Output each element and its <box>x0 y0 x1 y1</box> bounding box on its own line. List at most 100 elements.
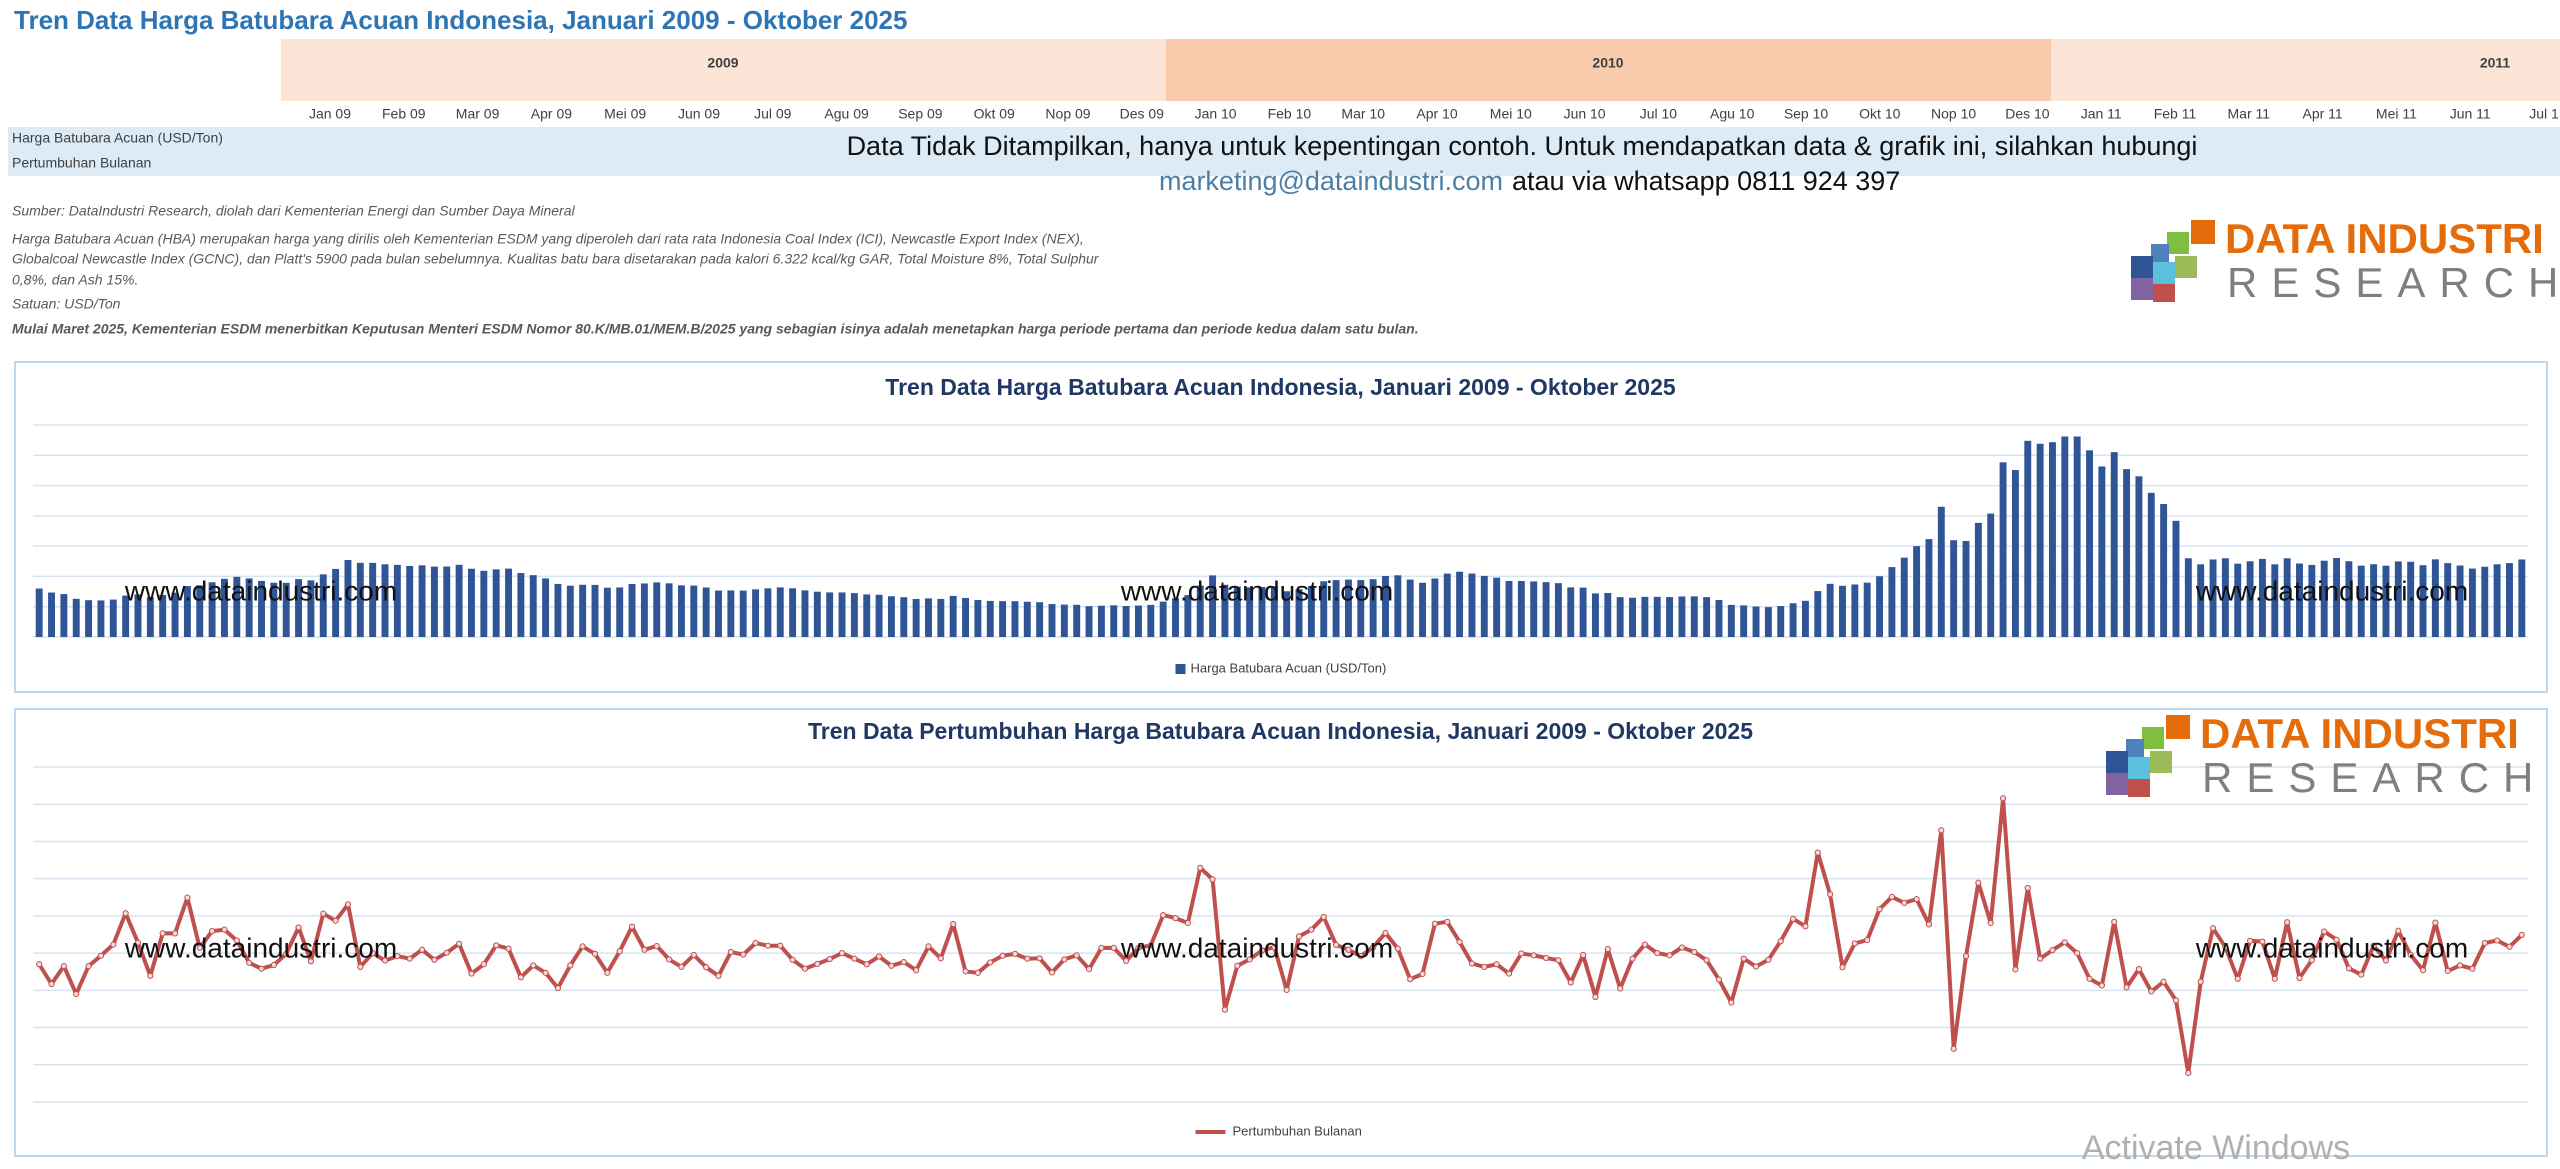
bar <box>1863 582 1871 637</box>
bar <box>1344 579 1352 637</box>
bar <box>1616 597 1624 637</box>
point <box>1419 970 1426 978</box>
bar <box>1382 576 1389 637</box>
bar <box>430 566 438 637</box>
bar <box>159 594 167 637</box>
bar <box>1727 604 1735 637</box>
bar <box>764 588 772 637</box>
bar <box>962 597 969 637</box>
bar <box>1011 601 1019 637</box>
bar <box>233 576 241 637</box>
bar <box>1307 586 1315 637</box>
bar <box>2073 436 2081 637</box>
point <box>690 951 697 959</box>
bar <box>208 582 216 637</box>
bar <box>2382 565 2390 637</box>
bar <box>653 582 661 637</box>
point <box>628 923 636 930</box>
watermark: www.dataindustri.com <box>124 575 397 606</box>
bar <box>1505 580 1513 637</box>
point <box>727 948 734 956</box>
bar <box>183 586 191 637</box>
point <box>171 930 179 937</box>
bar <box>715 590 722 637</box>
bar <box>2147 492 2155 637</box>
point <box>320 910 327 917</box>
bar <box>2135 476 2143 637</box>
bar <box>986 600 994 637</box>
point <box>1629 955 1636 962</box>
point <box>357 963 364 970</box>
point <box>2209 925 2217 932</box>
point <box>307 958 315 965</box>
bar <box>1530 581 1538 637</box>
point <box>1913 896 1920 903</box>
month-label: Mar 09 <box>456 106 500 122</box>
bar <box>1172 598 1179 637</box>
point <box>2494 937 2501 944</box>
point <box>653 942 660 950</box>
point <box>2345 965 2353 972</box>
data-rows <box>8 127 2560 176</box>
bar <box>616 587 624 637</box>
point <box>283 950 290 957</box>
point <box>1839 964 1846 971</box>
watermarks: www.dataindustri.com www.dataindustri.co… <box>124 575 2468 963</box>
point <box>591 950 599 957</box>
notice-email[interactable]: marketing@dataindustri.com <box>1159 166 1503 196</box>
point <box>1493 961 1500 968</box>
point <box>826 955 833 963</box>
note: Harga Batubara Acuan (HBA) merupakan har… <box>12 231 1084 247</box>
point <box>2037 955 2044 962</box>
bar <box>122 595 130 637</box>
point <box>838 950 846 957</box>
point <box>1678 944 1686 951</box>
point <box>999 952 1006 959</box>
bar <box>443 566 451 637</box>
point <box>2518 931 2525 938</box>
bar <box>1678 596 1686 637</box>
legend-label: Pertumbuhan Bulanan <box>1233 1123 1362 1138</box>
point <box>740 951 747 958</box>
bar <box>2049 442 2056 637</box>
point <box>900 958 907 966</box>
point <box>233 937 240 944</box>
point <box>1320 913 1327 921</box>
point <box>2358 971 2365 978</box>
bar <box>554 583 562 637</box>
point <box>1617 985 1624 992</box>
bar <box>1913 546 1921 637</box>
point <box>1197 864 1204 871</box>
page-title: Tren Data Harga Batubara Acuan Indonesia… <box>14 5 907 35</box>
bar <box>1950 540 1958 637</box>
point <box>2098 982 2105 989</box>
bar <box>999 601 1007 637</box>
bar <box>2493 564 2501 637</box>
point <box>2049 947 2056 954</box>
bar <box>369 562 377 637</box>
bar <box>887 596 895 637</box>
bar <box>1703 597 1711 637</box>
point <box>1073 952 1080 959</box>
point <box>443 949 450 956</box>
bar <box>1554 583 1562 637</box>
point <box>97 952 105 959</box>
bar <box>579 584 587 637</box>
bar <box>356 562 364 637</box>
point <box>715 972 722 979</box>
point <box>666 956 673 963</box>
point <box>1085 966 1093 973</box>
bar <box>85 600 93 637</box>
month-label: Okt 09 <box>974 106 1015 122</box>
bar <box>2444 563 2452 637</box>
point <box>2407 951 2414 959</box>
bar <box>1579 587 1587 637</box>
bar <box>196 585 204 637</box>
point <box>1221 1006 1229 1013</box>
bar <box>727 590 735 637</box>
point <box>406 955 413 962</box>
bar <box>2357 565 2365 637</box>
bar <box>1480 575 1488 637</box>
point <box>1357 952 1364 960</box>
month-label: Mar 11 <box>2228 106 2271 122</box>
